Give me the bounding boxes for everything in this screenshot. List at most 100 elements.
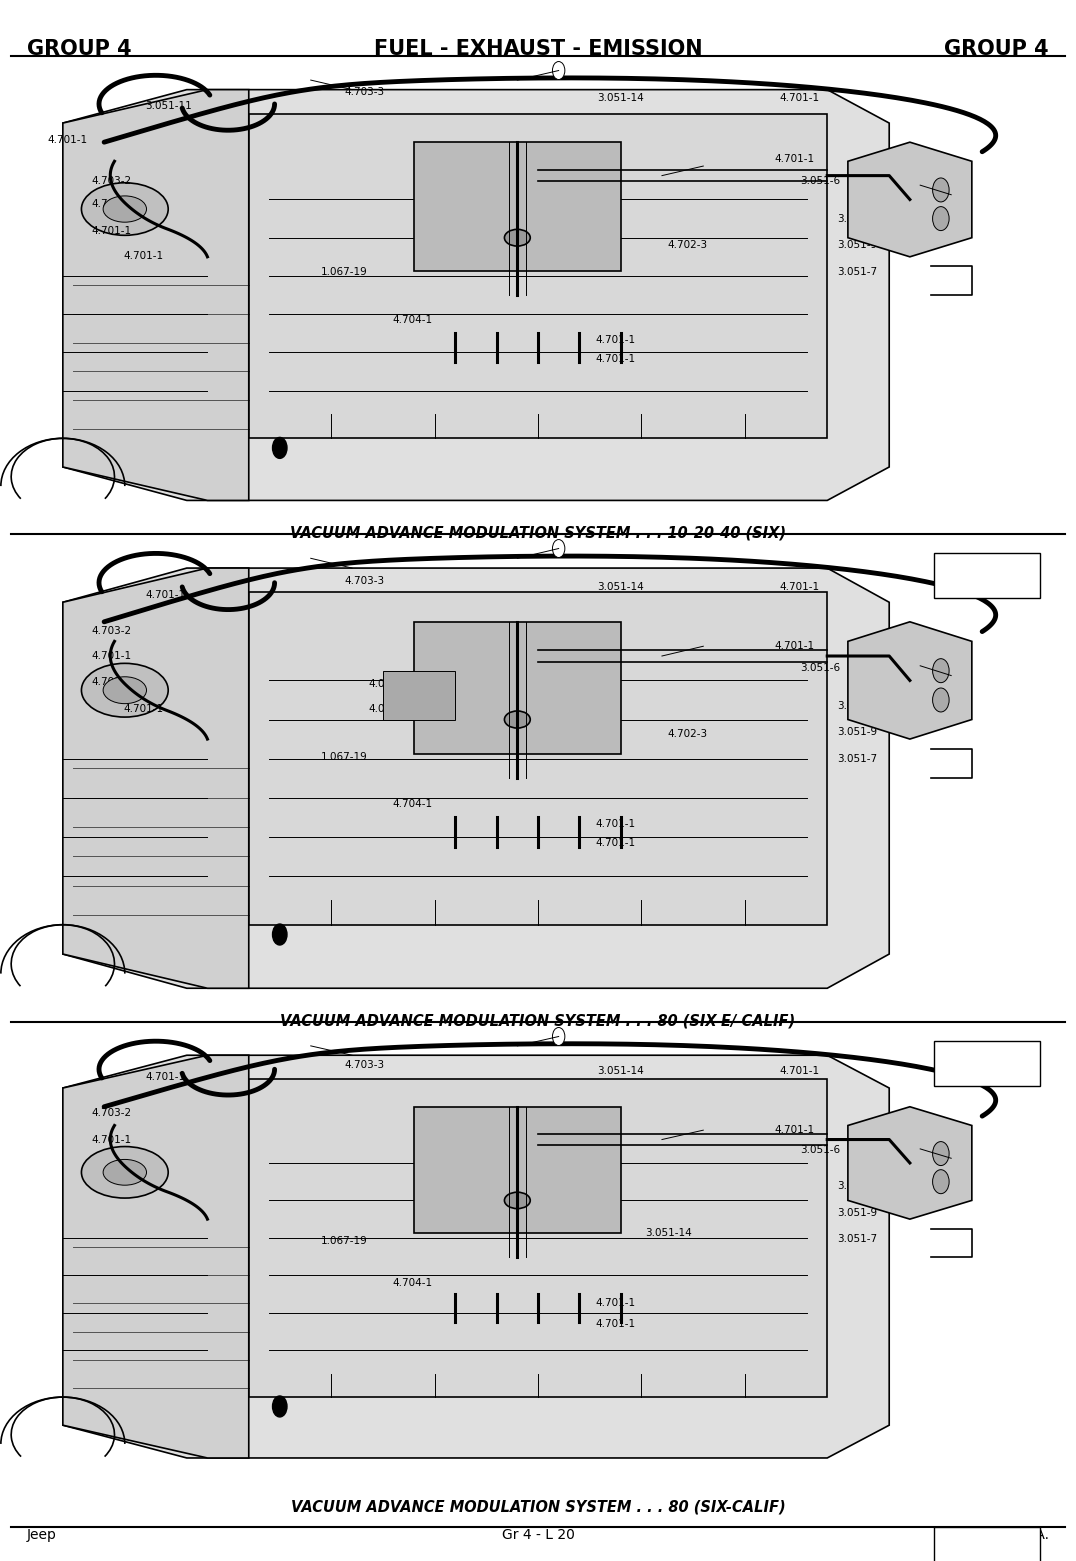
Text: Jeep: Jeep: [27, 1528, 57, 1542]
Text: 4.701-1: 4.701-1: [775, 1125, 815, 1135]
Text: 1.067-19: 1.067-19: [321, 1236, 367, 1246]
Text: 4.702-3: 4.702-3: [667, 729, 707, 738]
Polygon shape: [848, 142, 972, 258]
Text: 3.051-6: 3.051-6: [801, 176, 840, 186]
Text: 4.701-1: 4.701-1: [145, 590, 185, 599]
Text: 4.701-1: 4.701-1: [538, 240, 578, 250]
Polygon shape: [62, 568, 249, 988]
Polygon shape: [414, 621, 621, 754]
Text: 4.703-2: 4.703-2: [91, 1108, 131, 1118]
Text: J-5910: J-5910: [967, 1542, 1007, 1556]
Circle shape: [552, 61, 565, 80]
Text: VACUUM ADVANCE MODULATION SYSTEM . . . 10-20-40 (SIX): VACUUM ADVANCE MODULATION SYSTEM . . . 1…: [291, 524, 785, 540]
Polygon shape: [414, 142, 621, 272]
Text: VACUUM ADVANCE MODULATION SYSTEM . . . 80 (SIX-CALIF): VACUUM ADVANCE MODULATION SYSTEM . . . 8…: [291, 1499, 785, 1514]
Text: 3.051-14: 3.051-14: [597, 582, 643, 592]
Circle shape: [933, 1169, 949, 1194]
Text: VACUUM ADVANCE MODULATION SYSTEM . . . 80 (SIX-E/ CALIF): VACUUM ADVANCE MODULATION SYSTEM . . . 8…: [281, 1013, 795, 1029]
Text: 3.051-8: 3.051-8: [837, 701, 877, 710]
Text: 4.704-1: 4.704-1: [393, 1278, 433, 1288]
Polygon shape: [62, 1055, 249, 1458]
Text: 4.703-2: 4.703-2: [91, 626, 131, 635]
Text: 4.701-1: 4.701-1: [779, 94, 819, 103]
Circle shape: [933, 688, 949, 712]
Polygon shape: [848, 1107, 972, 1219]
Text: 3.051-7: 3.051-7: [837, 267, 877, 276]
Circle shape: [933, 1141, 949, 1166]
Text: 4.001-4: 4.001-4: [368, 704, 408, 713]
Ellipse shape: [505, 1193, 530, 1208]
Text: 4.701-1: 4.701-1: [527, 1213, 567, 1222]
Text: 4.703-2: 4.703-2: [463, 162, 502, 172]
Circle shape: [933, 178, 949, 201]
Text: 3.051-9: 3.051-9: [837, 1208, 877, 1218]
Text: 4.701-1: 4.701-1: [124, 704, 164, 713]
Text: 3.051-14: 3.051-14: [597, 94, 643, 103]
Text: 4.701-1: 4.701-1: [595, 336, 635, 345]
Text: 3.051-6: 3.051-6: [801, 1146, 840, 1155]
Text: 3.051-7: 3.051-7: [837, 1235, 877, 1244]
Text: 4.701-1: 4.701-1: [595, 1299, 635, 1308]
Text: 3.051-9: 3.051-9: [837, 240, 877, 250]
Polygon shape: [249, 114, 827, 439]
Ellipse shape: [103, 677, 146, 704]
Ellipse shape: [82, 1146, 168, 1199]
Text: 4.701-1: 4.701-1: [595, 1319, 635, 1328]
Text: 4.703-2: 4.703-2: [463, 1135, 502, 1144]
Text: J-5909: J-5909: [967, 1057, 1007, 1071]
Text: 3.051-14: 3.051-14: [646, 1229, 692, 1238]
Text: 4.701-1: 4.701-1: [473, 1186, 513, 1196]
Text: 4.701-1: 4.701-1: [91, 651, 131, 660]
Text: 4.701-1: 4.701-1: [775, 642, 815, 651]
Polygon shape: [383, 671, 455, 720]
Text: 4.701-2: 4.701-2: [91, 200, 131, 209]
Text: 4.704-1: 4.704-1: [393, 799, 433, 809]
Text: 4.701-1: 4.701-1: [775, 155, 815, 164]
Text: 1.067-19: 1.067-19: [321, 267, 367, 276]
Text: 4.701-2: 4.701-2: [91, 677, 131, 687]
Text: 4.001-3: 4.001-3: [368, 679, 408, 688]
Text: 4.703-3: 4.703-3: [344, 576, 384, 585]
Text: 3.051-15: 3.051-15: [538, 667, 584, 676]
Ellipse shape: [82, 183, 168, 236]
Text: 4.701-1: 4.701-1: [538, 729, 578, 738]
Text: 4.701-1: 4.701-1: [595, 820, 635, 829]
Text: 4.701-1: 4.701-1: [47, 136, 87, 145]
Text: GROUP 4: GROUP 4: [945, 39, 1049, 59]
Text: J-5908: J-5908: [967, 568, 1007, 582]
FancyBboxPatch shape: [934, 553, 1040, 598]
Polygon shape: [62, 1055, 889, 1458]
Ellipse shape: [505, 229, 530, 247]
Ellipse shape: [505, 710, 530, 727]
Circle shape: [552, 1027, 565, 1046]
Text: 4.701-1: 4.701-1: [124, 251, 164, 261]
Text: 3.051-11: 3.051-11: [145, 101, 192, 111]
Text: 4.701-1: 4.701-1: [479, 704, 519, 713]
Text: 3.051-7: 3.051-7: [837, 754, 877, 763]
Polygon shape: [62, 89, 889, 501]
Ellipse shape: [103, 197, 146, 222]
Circle shape: [933, 659, 949, 682]
Text: 4.701-1: 4.701-1: [595, 354, 635, 364]
Text: 3.051-15: 3.051-15: [527, 1150, 574, 1160]
Text: 4.703-3: 4.703-3: [344, 1060, 384, 1069]
FancyBboxPatch shape: [934, 1041, 1040, 1086]
Text: 4.701-1: 4.701-1: [479, 217, 519, 226]
Text: 4.701-1: 4.701-1: [779, 582, 819, 592]
Text: 3.051-15: 3.051-15: [538, 178, 584, 187]
FancyBboxPatch shape: [934, 1527, 1040, 1561]
Text: 3.051-9: 3.051-9: [837, 727, 877, 737]
Polygon shape: [249, 593, 827, 924]
Text: 4.701-1: 4.701-1: [145, 1072, 185, 1082]
Text: 1.067-19: 1.067-19: [321, 752, 367, 762]
Text: GROUP 4: GROUP 4: [27, 39, 131, 59]
Text: 4.702-3: 4.702-3: [667, 240, 707, 250]
Text: FUEL - EXHAUST - EMISSION: FUEL - EXHAUST - EMISSION: [373, 39, 703, 59]
Text: 4.701-1: 4.701-1: [779, 1066, 819, 1076]
Ellipse shape: [103, 1160, 146, 1185]
Ellipse shape: [82, 663, 168, 716]
Polygon shape: [62, 89, 249, 501]
Circle shape: [933, 206, 949, 231]
Circle shape: [272, 924, 287, 944]
Text: 4.704-1: 4.704-1: [393, 315, 433, 325]
